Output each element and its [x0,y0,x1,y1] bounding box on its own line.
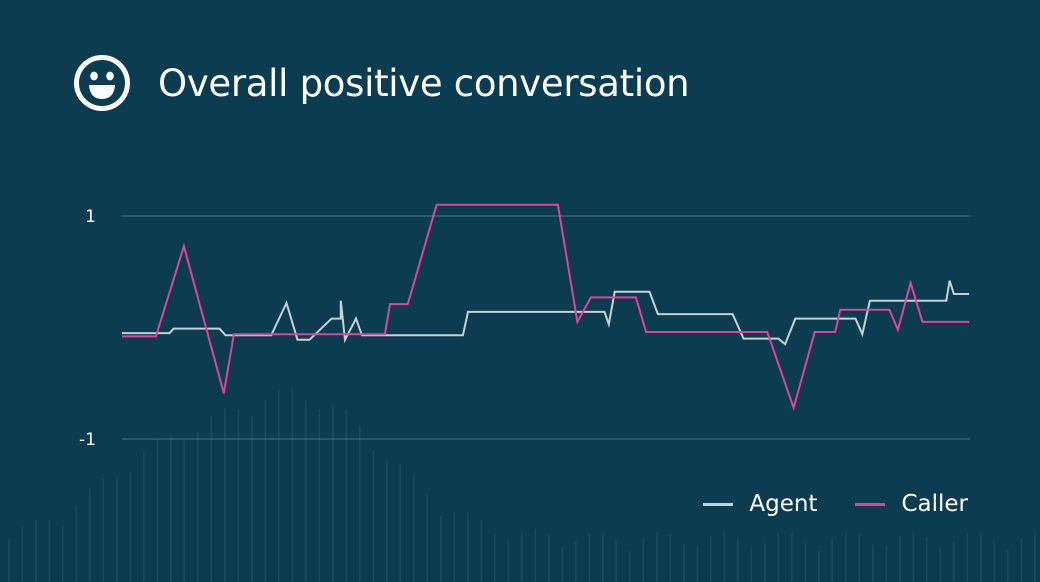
background-stripe [710,535,712,582]
background-stripe [669,534,672,582]
series-line-agent [122,280,970,346]
background-stripe [980,532,982,582]
background-stripe [791,532,793,582]
background-stripe [386,459,388,582]
background-stripe [480,519,483,582]
background-stripe [723,532,726,582]
background-stripe [102,478,105,582]
background-stripe [683,544,685,582]
legend-label-caller: Caller [901,491,968,517]
legend-item-caller: Caller [855,491,968,517]
background-stripe [264,399,267,582]
background-stripe [737,537,739,582]
background-stripe [656,532,658,582]
chart-legend: Agent Caller [665,484,968,524]
background-stripe [372,450,375,582]
legend-label-agent: Agent [749,491,818,517]
background-stripe [777,533,780,582]
background-stripe [926,537,928,582]
background-stripe [831,538,834,582]
background-stripe [575,542,577,582]
background-stripe [8,538,10,582]
background-stripe [858,534,861,582]
background-stripe [534,528,537,582]
background-stripe [494,533,496,582]
background-stripe [291,389,294,582]
background-stripe [413,474,415,582]
background-stripe [696,546,699,582]
legend-item-agent: Agent [703,491,817,517]
background-stripe [62,525,64,582]
background-stripe [885,546,888,582]
background-stripe [453,512,456,582]
background-stripe [440,515,442,582]
background-stripe [224,408,226,582]
background-stripe [48,520,51,582]
background-stripe [804,540,807,582]
background-stripe [939,549,942,582]
background-stripe [872,544,874,582]
background-stripe [345,410,348,582]
background-stripe [818,550,820,582]
background-stripe [602,532,604,582]
background-stripe [1034,532,1036,582]
legend-swatch-caller [855,502,886,506]
background-stripe [548,534,550,582]
background-stripe [1020,538,1023,582]
background-stripe [426,493,429,582]
background-stripe [588,533,591,582]
background-stripe [750,548,753,582]
background-stripe [629,551,631,582]
smiley-face-icon [74,55,130,111]
background-stripe [278,389,280,582]
background-stripe [251,416,253,582]
page-title: Overall positive conversation [158,61,690,105]
background-stripe [912,532,915,582]
background-stripe [507,540,510,582]
background-stripe [521,531,523,582]
background-stripe [359,426,361,582]
background-stripe [845,532,847,582]
background-stripe [953,542,955,582]
background-stripe [642,538,645,582]
background-stripe [318,409,321,582]
background-stripe [332,405,334,582]
background-stripe [183,440,186,582]
background-stripe [993,540,996,582]
background-stripe [35,519,37,582]
background-stripe [89,488,91,582]
series-line-caller [122,203,970,412]
background-stripe [197,431,199,582]
background-stripe [1007,550,1009,582]
background-stripe [966,533,969,582]
background-stripe [399,463,402,582]
background-stripe [170,435,172,582]
background-stripe [899,535,901,582]
y-tick-label: -1 [79,430,96,450]
y-tick-label: 1 [85,207,96,227]
background-stripe [75,505,78,582]
background-stripe [305,400,307,582]
background-stripe [129,472,132,582]
background-stripe [156,438,159,582]
background-stripe [467,512,469,582]
background-stripe [210,415,213,582]
legend-swatch-agent [703,502,734,506]
background-stripe [561,546,564,582]
background-stripe [116,477,118,582]
background-stripe [21,526,24,582]
header: Overall positive conversation [72,52,690,114]
background-stripe [615,539,618,582]
background-stripe [764,542,766,582]
background-stripe [237,409,240,582]
background-stripe [143,451,145,582]
